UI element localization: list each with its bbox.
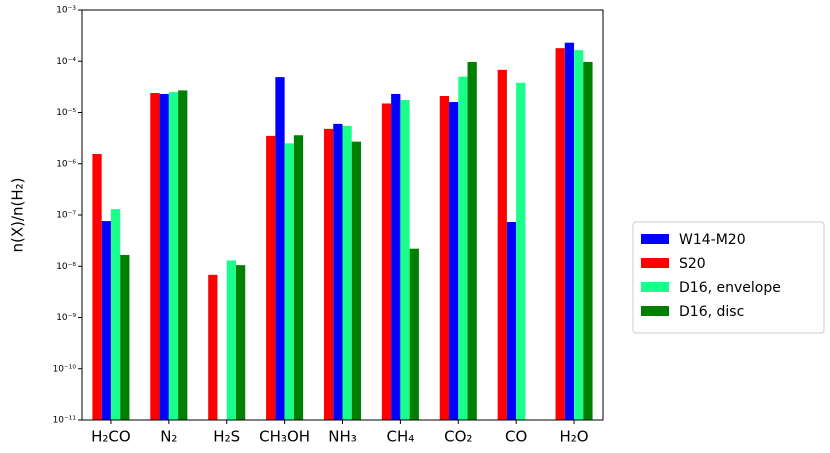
y-tick-label: 10⁻⁶ [56, 159, 76, 169]
bar [409, 248, 419, 420]
bar [467, 61, 477, 420]
bar [391, 93, 401, 420]
bar [120, 254, 130, 420]
bar [168, 92, 179, 420]
bar [333, 123, 343, 420]
legend-swatch [641, 258, 669, 268]
legend-swatch [641, 306, 669, 316]
bar [159, 93, 169, 420]
y-tick-label: 10⁻⁸ [56, 262, 76, 272]
bar [284, 143, 294, 420]
x-tick-label: H₂CO [91, 428, 131, 446]
bar [92, 153, 102, 421]
bar [266, 135, 276, 420]
x-tick-label: H₂S [213, 428, 240, 446]
bar [235, 265, 246, 420]
bar [497, 69, 507, 420]
y-axis-label: n(X)/n(H₂) [9, 177, 27, 252]
bar [323, 128, 334, 421]
legend-label: D16, disc [679, 304, 744, 320]
bar [449, 102, 459, 420]
y-tick-label: 10⁻⁴ [56, 57, 76, 67]
bar [110, 209, 121, 420]
x-tick-label: CO [505, 428, 527, 446]
legend-label: W14-M20 [679, 232, 746, 248]
legend-label: S20 [679, 256, 706, 272]
bar [555, 48, 565, 420]
bar [226, 260, 236, 420]
bar [439, 95, 450, 420]
plot-frame [81, 9, 604, 421]
x-tick-label: NH₃ [328, 428, 357, 446]
bar [574, 50, 584, 421]
bar [101, 221, 111, 420]
y-tick-label: 10⁻⁹ [56, 313, 76, 323]
legend-swatch [641, 282, 669, 292]
bar [583, 61, 593, 420]
y-tick-label: 10⁻³ [56, 6, 76, 16]
x-tick-label: CH₃OH [259, 428, 310, 446]
y-tick-label: 10⁻⁷ [56, 211, 76, 221]
x-tick-label: CO₂ [444, 428, 472, 446]
bar [564, 42, 575, 420]
y-tick-label: 10⁻⁵ [56, 108, 76, 118]
legend-swatch [641, 234, 669, 244]
bar [293, 135, 304, 420]
bar [208, 274, 218, 420]
bar [178, 90, 188, 420]
bar [506, 222, 517, 420]
bar [458, 76, 468, 420]
legend-label: D16, envelope [679, 280, 781, 296]
x-tick-label: N₂ [160, 428, 177, 446]
x-tick-label: CH₄ [386, 428, 414, 446]
y-tick-label: 10⁻¹⁰ [53, 364, 77, 374]
bar [342, 125, 352, 421]
bar [381, 103, 392, 420]
bar [351, 141, 362, 420]
y-tick-label: 10⁻¹¹ [53, 416, 77, 426]
bar [516, 82, 526, 421]
bar [275, 77, 285, 421]
legend-box [632, 221, 825, 334]
x-tick-label: H₂O [560, 428, 589, 446]
bar [400, 100, 410, 420]
bar [150, 93, 160, 421]
